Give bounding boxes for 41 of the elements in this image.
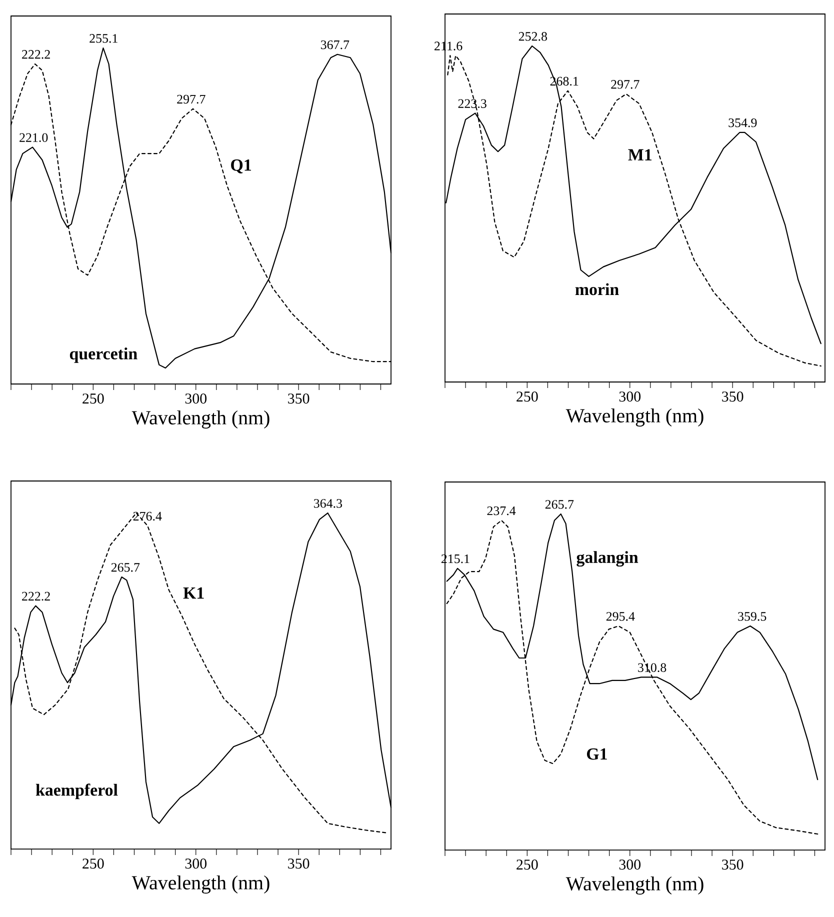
x-axis-title: Wavelength (nm) [132,410,270,429]
series-label: kaempferol [36,784,118,800]
annotation: 297.7 [177,94,206,104]
x-tick-label: 250 [516,392,538,402]
annotation: 222.2 [22,50,50,59]
x-tick-label: 300 [619,860,641,870]
series-label: K1 [183,587,204,599]
annotation: 354.9 [728,118,757,128]
annotation: 221.0 [20,133,48,142]
x-axis-title: Wavelength (nm) [566,408,704,427]
annotation: 297.7 [611,80,640,89]
annotation: 255.1 [90,34,118,43]
annotation: 265.7 [111,563,140,572]
x-axis-title: Wavelength (nm) [566,876,704,895]
x-tick-label: 350 [288,858,310,869]
series-label: morin [575,283,619,296]
x-tick-label: 300 [185,858,207,869]
x-tick-label: 300 [619,392,641,402]
x-tick-label: 300 [185,394,207,404]
annotation: 359.5 [738,612,766,621]
annotation: 222.2 [22,592,50,601]
x-tick-label: 250 [82,858,104,869]
series-label: M1 [628,149,652,160]
series-label: Q1 [231,159,252,174]
series-label: G1 [586,748,607,760]
annotation: 223.3 [458,99,486,108]
x-tick-label: 250 [82,394,104,404]
series-label: quercetin [70,348,138,363]
x-axis-title: Wavelength (nm) [132,875,270,894]
annotation: 265.7 [545,500,574,509]
annotation: 252.8 [518,32,547,41]
x-tick-label: 250 [516,860,538,870]
annotation: 295.4 [606,612,635,621]
x-tick-label: 350 [722,860,744,870]
annotation: 367.7 [320,40,350,50]
series-label: galangin [576,551,638,567]
x-tick-label: 350 [288,394,310,404]
x-tick-label: 350 [722,392,744,402]
annotation: 237.4 [487,506,516,516]
annotation: 310.8 [638,663,666,672]
annotation: 364.3 [314,499,342,508]
